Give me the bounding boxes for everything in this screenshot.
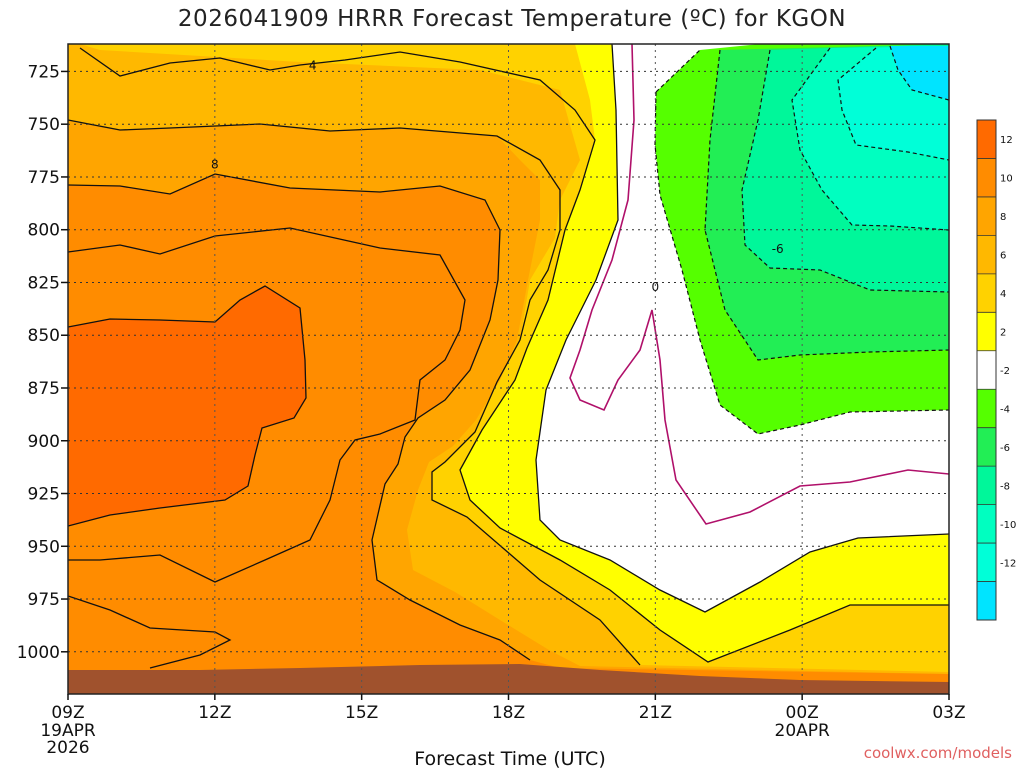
colorbar-swatch (977, 350, 996, 390)
y-tick-label: 750 (28, 115, 60, 135)
colorbar-swatch (977, 235, 996, 274)
region-below-minus12 (890, 46, 949, 100)
x-axis-label: Forecast Time (UTC) (414, 748, 605, 768)
x-tick-label: 21Z (639, 703, 672, 723)
y-tick-label: 900 (28, 432, 60, 452)
colorbar-label: 2 (1000, 328, 1006, 339)
region-above-12 (68, 286, 306, 526)
colorbar-label: 4 (1000, 289, 1006, 300)
y-tick-label: 850 (28, 326, 60, 346)
colorbar-label: 6 (1000, 251, 1006, 262)
x-tick-sublabel: 2026 (46, 738, 89, 758)
negative-contours (654, 45, 949, 435)
contour-label: 0 (652, 280, 660, 294)
x-tick-label: 00Z (786, 703, 819, 723)
colorbar-swatch (977, 158, 996, 197)
colorbar-label: -12 (1000, 558, 1016, 569)
colorbar-swatch (977, 312, 996, 351)
colorbar-swatch (977, 543, 996, 582)
contour-12 (68, 285, 307, 527)
y-tick-label: 950 (28, 537, 60, 557)
chart-title: 2026041909 HRRR Forecast Temperature (ºC… (177, 6, 847, 32)
y-tick-label: 725 (28, 62, 60, 82)
contour-minus2 (654, 49, 949, 435)
temperature-field (68, 44, 949, 694)
contour-4 (79, 47, 949, 663)
contour-minus12 (889, 45, 949, 101)
contour-label: 4 (309, 58, 317, 72)
colorbar-label: 10 (1000, 174, 1013, 185)
zero-contours (569, 44, 949, 525)
contour-minus10 (837, 47, 949, 161)
contour-label: 8 (211, 158, 219, 172)
colorbar-label: -8 (1000, 481, 1010, 492)
x-tick-sublabel: 19APR (40, 721, 96, 741)
colorbar-swatch (977, 389, 996, 428)
y-tick-label: 875 (28, 379, 60, 399)
colorbar-label: -2 (1000, 366, 1010, 377)
y-tick-label: 925 (28, 485, 60, 505)
contour-lines (68, 44, 949, 669)
x-tick-label: 12Z (198, 703, 231, 723)
colorbar: 12 10 8 6 4 2 -2 -4 -6 -8 -10 -12 (976, 119, 1016, 621)
contour-2 (535, 44, 949, 613)
x-tick-label: 15Z (345, 703, 378, 723)
y-tick-label: 825 (28, 273, 60, 293)
y-axis: 725 750 775 800 825 850 875 900 925 950 975 1000 (17, 62, 68, 663)
colorbar-label: -4 (1000, 404, 1010, 415)
credit-text: coolwx.com/models (863, 744, 1012, 762)
colorbar-swatch (977, 581, 996, 620)
contour-10 (68, 227, 466, 583)
colorbar-swatch (977, 466, 996, 505)
colorbar-swatch (977, 120, 996, 159)
colorbar-swatch (977, 273, 996, 313)
colorbar-label: 8 (1000, 212, 1006, 223)
y-tick-label: 775 (28, 168, 60, 188)
y-tick-label: 800 (28, 221, 60, 241)
contour-8 (68, 173, 531, 661)
x-tick-label: 03Z (932, 703, 965, 723)
grid-lines (68, 44, 949, 694)
y-tick-label: 975 (28, 590, 60, 610)
terrain (68, 664, 949, 694)
colorbar-label: 12 (1000, 135, 1013, 146)
x-tick-label: 18Z (492, 703, 525, 723)
contour-minus8 (791, 47, 949, 231)
x-tick-sublabel: 20APR (775, 721, 831, 741)
y-tick-label: 1000 (17, 643, 60, 663)
contour-minus4 (704, 49, 949, 361)
zero-contour-upper (569, 44, 949, 525)
colorbar-swatch (977, 504, 996, 544)
colorbar-label: -6 (1000, 443, 1010, 454)
contour-6 (68, 119, 641, 666)
colorbar-swatch (977, 427, 996, 467)
x-tick-label: 09Z (51, 703, 84, 723)
colorbar-label: -10 (1000, 520, 1016, 531)
colorbar-swatch (977, 196, 996, 236)
colorbar-frame (976, 119, 997, 621)
contour-labels: 4 8 0 -6 (211, 58, 784, 294)
contour-label: -6 (772, 242, 784, 256)
